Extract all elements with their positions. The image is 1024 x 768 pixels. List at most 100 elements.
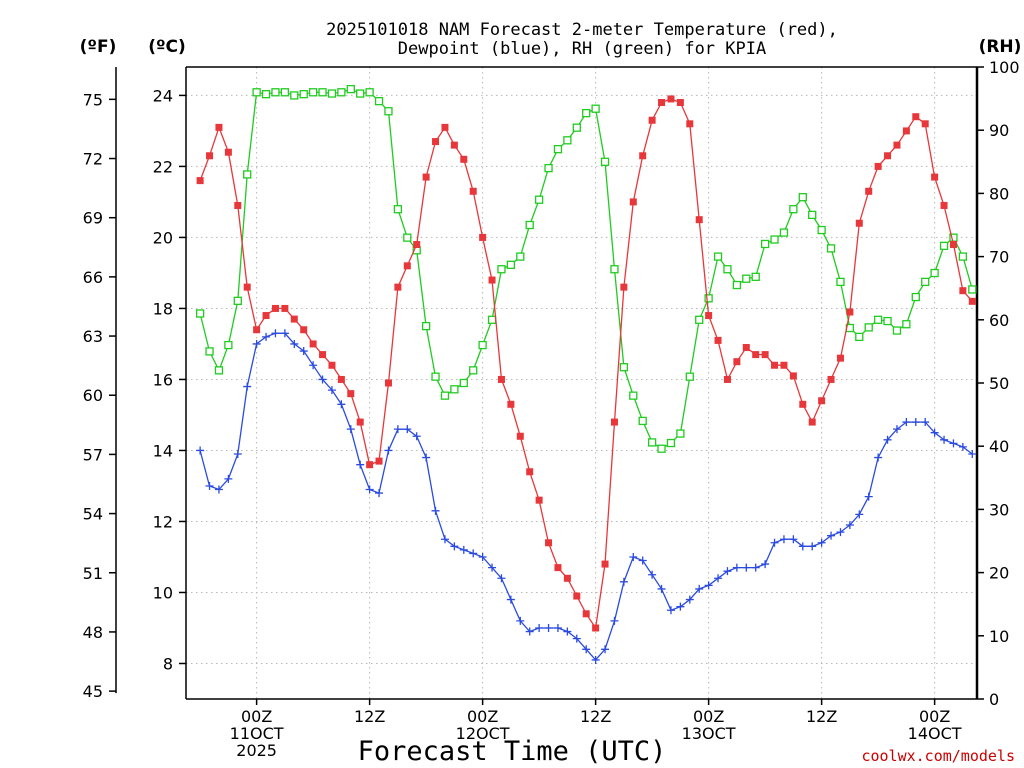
temperature-point	[488, 276, 496, 284]
temperature-point	[780, 361, 788, 369]
temperature-point	[309, 340, 317, 348]
rh-point	[798, 193, 807, 202]
fahrenheit-tick-label: 57	[83, 445, 103, 464]
chart-title-line-1: 2025101018 NAM Forecast 2-meter Temperat…	[326, 20, 838, 40]
fahrenheit-tick-label: 48	[83, 623, 103, 642]
rh-point	[459, 378, 468, 388]
dewpoint-point	[450, 542, 459, 551]
plot-series	[195, 84, 977, 664]
rh-point	[789, 205, 798, 214]
rh-point	[619, 363, 629, 372]
dewpoint-point	[422, 453, 431, 462]
rh-point	[855, 332, 864, 342]
dewpoint-point	[375, 489, 384, 498]
rh-point	[582, 108, 591, 118]
rh-point	[911, 292, 920, 302]
dewpoint-point	[544, 623, 553, 632]
rh-point	[563, 136, 572, 145]
dewpoint-point	[732, 563, 741, 572]
fahrenheit-tick-label: 45	[83, 682, 103, 701]
temperature-point	[902, 127, 910, 135]
temperature-point	[281, 304, 289, 312]
rh-point	[676, 429, 685, 438]
x-tick-label: 00Z	[467, 707, 498, 726]
dewpoint-point	[836, 528, 845, 537]
dewpoint-point	[403, 425, 412, 434]
temperature-point	[394, 283, 402, 291]
temperature-point	[347, 390, 355, 398]
rh-point	[195, 309, 205, 318]
dewpoint-point	[770, 538, 779, 547]
rh-point	[873, 315, 883, 324]
rh-point	[647, 438, 657, 447]
temperature-point	[884, 152, 892, 160]
dewpoint-point	[233, 450, 242, 459]
rh-point	[572, 123, 581, 132]
temperature-point	[328, 361, 336, 369]
fahrenheit-tick-label: 75	[83, 90, 103, 109]
dewpoint-point	[572, 634, 581, 643]
rh-point	[318, 88, 327, 97]
dewpoint-point	[337, 400, 346, 409]
dewpoint-point	[638, 556, 647, 565]
dewpoint-point	[874, 453, 883, 462]
temperature-point	[921, 120, 929, 128]
dewpoint-point	[214, 485, 223, 494]
rh-point	[732, 280, 742, 290]
rh-point	[497, 265, 506, 274]
x-tick-label: 14OCT	[908, 724, 962, 743]
dewpoint-point	[798, 542, 807, 551]
rh-point	[657, 444, 666, 453]
temperature-point	[808, 418, 816, 426]
x-tick-label: 00Z	[693, 707, 724, 726]
dewpoint-point	[864, 492, 873, 501]
rh-tick-label: 0	[989, 690, 999, 709]
temperature-point	[959, 287, 967, 295]
temperature-point	[714, 336, 722, 344]
celsius-tick-label: 10	[153, 583, 173, 602]
dewpoint-point	[695, 584, 704, 593]
rh-point	[883, 316, 892, 326]
dewpoint-point	[327, 386, 336, 395]
rh-tick-label: 60	[989, 311, 1009, 330]
celsius-tick-label: 8	[163, 654, 173, 673]
dewpoint-series	[196, 329, 977, 664]
temperature-point	[752, 351, 760, 359]
rh-point	[271, 88, 280, 97]
temperature-point	[497, 375, 505, 383]
temperature-point	[479, 233, 487, 241]
x-axis-title: Forecast Time (UTC)	[358, 736, 667, 767]
dewpoint-point	[714, 574, 723, 583]
rh-tick-label: 70	[989, 248, 1009, 267]
rh-point	[892, 326, 902, 335]
temperature-point	[384, 379, 392, 387]
dewpoint-point	[704, 581, 713, 590]
fahrenheit-tick-label: 63	[83, 327, 103, 346]
dewpoint-point	[619, 577, 628, 586]
celsius-tick-label: 24	[153, 86, 173, 105]
dewpoint-point	[855, 510, 864, 519]
dewpoint-point	[506, 595, 515, 604]
temperature-point	[799, 400, 807, 408]
celsius-tick-label: 14	[153, 441, 173, 460]
rh-point	[516, 252, 525, 261]
temperature-series	[196, 95, 976, 632]
rh-point	[308, 88, 318, 97]
temperature-point	[507, 400, 515, 408]
temperature-point	[658, 99, 666, 107]
dewpoint-point	[252, 339, 261, 348]
temperature-point	[290, 315, 298, 323]
rh-point	[666, 438, 676, 448]
temperature-point	[865, 187, 873, 195]
temperature-point	[733, 358, 741, 366]
chart-title-line-2: Dewpoint (blue), RH (green) for KPIA	[398, 39, 766, 59]
temperature-point	[601, 560, 609, 568]
rh-point	[544, 163, 553, 173]
dewpoint-point	[902, 418, 911, 427]
rh-point	[638, 416, 647, 426]
rh-point	[261, 90, 271, 99]
rh-point	[864, 323, 873, 332]
dewpoint-point	[384, 446, 393, 455]
rh-point	[252, 88, 261, 97]
